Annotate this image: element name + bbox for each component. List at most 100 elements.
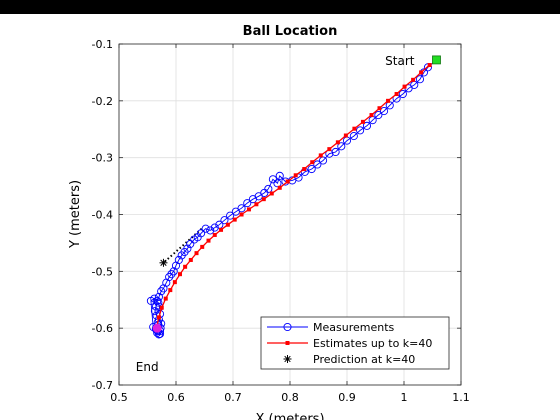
estimate-point — [261, 197, 266, 202]
estimate-point — [163, 296, 168, 301]
x-tick-label: 0.6 — [167, 391, 185, 404]
legend: Measurements Estimates up to k=40 Predicti… — [260, 316, 450, 370]
measurement-point — [374, 110, 383, 120]
measurement-point — [154, 292, 163, 301]
measurement-point — [177, 251, 186, 260]
estimate-point — [277, 185, 282, 190]
estimate-point — [269, 191, 274, 196]
estimate-point — [369, 113, 374, 118]
measurement-point — [313, 160, 322, 169]
estimates-line — [155, 64, 431, 328]
annotations: Start End — [136, 54, 441, 374]
y-tick-label: -0.4 — [92, 209, 113, 222]
estimate-point — [254, 202, 259, 207]
start-label: Start — [385, 54, 415, 68]
measurement-point — [243, 199, 252, 208]
start-marker — [432, 55, 441, 65]
estimate-point — [394, 92, 399, 97]
estimate-point — [212, 232, 217, 237]
estimate-point — [183, 264, 188, 269]
estimate-point — [352, 126, 357, 131]
end-label: End — [136, 360, 159, 374]
estimate-point — [310, 160, 315, 165]
measurement-point — [190, 235, 199, 244]
estimate-point — [225, 222, 230, 227]
y-tick-label: -0.5 — [92, 265, 113, 278]
measurement-point — [169, 267, 178, 276]
measurement-point — [154, 298, 163, 307]
measurement-point — [273, 179, 282, 188]
measurement-point — [150, 307, 159, 316]
estimate-point — [327, 147, 332, 152]
estimate-point — [219, 227, 224, 232]
estimate-point — [246, 207, 251, 212]
estimate-point — [427, 63, 432, 68]
estimate-point — [159, 305, 164, 310]
measurement-point — [248, 195, 257, 204]
y-axis-label: Y (meters) — [68, 180, 83, 249]
measurement-point — [337, 142, 346, 151]
measurement-point — [307, 164, 316, 174]
end-marker — [152, 323, 162, 333]
estimate-point — [335, 140, 340, 145]
measurement-point — [159, 284, 168, 293]
estimate-point — [302, 167, 307, 172]
legend-marker — [283, 355, 292, 363]
chart-title: Ball Location — [243, 24, 338, 39]
y-tick-label: -0.7 — [92, 379, 113, 392]
estimate-point — [377, 106, 382, 111]
x-tick-label: 1 — [401, 391, 408, 404]
measurement-point — [167, 270, 176, 279]
measurement-point — [319, 156, 328, 165]
estimate-point — [402, 84, 407, 89]
measurement-point — [349, 132, 358, 141]
measurements-line — [150, 59, 437, 336]
measurement-point — [226, 211, 235, 220]
axis-ticks: 0.5 0.6 0.7 0.8 0.9 1 1.1 -0.1 -0.2 -0.3 -0.4 -0.5 -… — [92, 38, 470, 404]
legend-entry-label: Estimates up to k=40 — [313, 337, 432, 350]
estimate-point — [177, 272, 182, 277]
estimate-point — [172, 280, 177, 285]
measurement-point — [206, 226, 215, 235]
x-tick-label: 0.5 — [110, 391, 128, 404]
measurement-point — [171, 261, 181, 270]
measurement-point — [398, 89, 407, 99]
measurement-point — [186, 240, 195, 249]
measurement-point — [201, 224, 210, 233]
estimate-point — [318, 153, 323, 158]
x-tick-label: 0.7 — [224, 391, 242, 404]
estimate-point — [419, 70, 424, 75]
x-tick-label: 0.9 — [338, 391, 356, 404]
estimate-point — [285, 179, 290, 184]
y-tick-label: -0.1 — [92, 38, 113, 51]
measurement-point — [356, 126, 365, 135]
x-axis-label: X (meters) — [255, 412, 324, 420]
estimate-point — [232, 217, 237, 222]
estimate-point — [343, 133, 348, 138]
x-tick-label: 0.8 — [281, 391, 299, 404]
estimate-point — [239, 212, 244, 217]
y-tick-label: -0.6 — [92, 322, 113, 335]
window-top-bar — [0, 0, 560, 14]
measurement-point — [275, 171, 284, 180]
x-tick-label: 1.1 — [452, 391, 470, 404]
y-tick-label: -0.2 — [92, 95, 113, 108]
estimate-point — [360, 119, 365, 124]
legend-marker — [285, 341, 290, 345]
measurement-point — [268, 175, 277, 184]
estimate-point — [200, 244, 205, 249]
measurement-point — [151, 302, 161, 311]
measurement-point — [379, 107, 389, 116]
measurement-point — [220, 216, 229, 225]
asterisk-stroke — [160, 259, 167, 266]
legend-entry-label: Prediction at k=40 — [313, 353, 415, 366]
estimate-point — [411, 77, 416, 82]
y-tick-label: -0.3 — [92, 152, 113, 165]
measurement-point — [362, 121, 372, 130]
asterisk-stroke — [284, 355, 291, 363]
measurement-point — [331, 147, 340, 157]
series-layer — [146, 55, 441, 339]
estimate-point — [168, 288, 173, 293]
estimate-point — [188, 257, 193, 262]
